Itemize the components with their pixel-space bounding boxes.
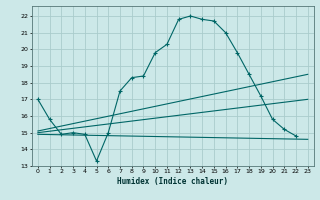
X-axis label: Humidex (Indice chaleur): Humidex (Indice chaleur) <box>117 177 228 186</box>
